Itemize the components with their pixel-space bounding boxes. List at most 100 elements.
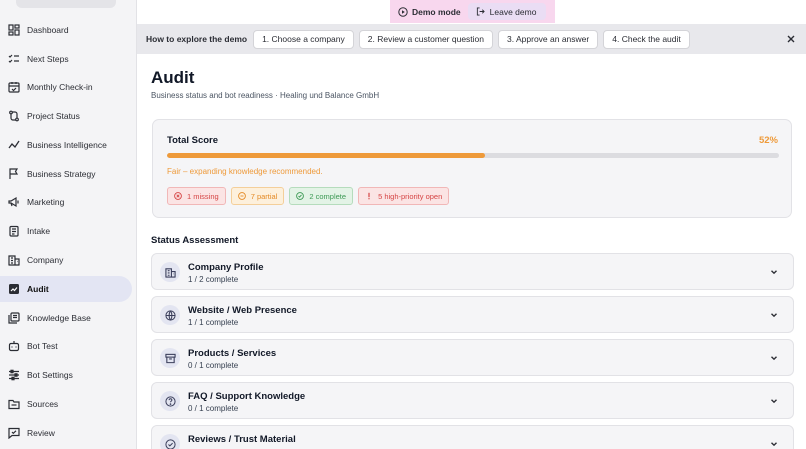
- demo-guide-bar: How to explore the demo 1. Choose a comp…: [137, 24, 806, 54]
- section-title: Company Profile: [188, 262, 264, 273]
- sidebar-item-marketing[interactable]: Marketing: [0, 189, 132, 215]
- chevron-down-icon[interactable]: [769, 310, 779, 320]
- demo-mode-indicator: Demo mode: [398, 7, 461, 17]
- sidebar-item-project-status[interactable]: Project Status: [0, 103, 132, 129]
- high-priority-badge[interactable]: 5 high-priority open: [358, 187, 450, 205]
- sidebar-item-sources[interactable]: Sources: [0, 391, 132, 417]
- section-progress: 1 / 2 complete: [188, 275, 239, 284]
- badge-label: 2 complete: [309, 191, 347, 201]
- score-title: Total Score: [167, 135, 219, 146]
- sidebar-item-label: Business Strategy: [27, 169, 96, 179]
- minus-circle-icon: [237, 192, 246, 200]
- status-assessment-heading: Status Assessment: [151, 235, 239, 246]
- play-circle-icon: [398, 6, 408, 17]
- building-icon: [8, 254, 20, 266]
- sidebar-item-label: Dashboard: [27, 25, 69, 35]
- leave-demo-button[interactable]: Leave demo: [467, 3, 547, 20]
- section-title: Products / Services: [188, 348, 277, 359]
- sidebar-item-label: Review: [27, 428, 55, 438]
- chevron-down-icon[interactable]: [769, 353, 779, 363]
- badge-label: 1 missing: [187, 191, 219, 201]
- section-title: FAQ / Support Knowledge: [188, 391, 306, 402]
- sidebar-item-bot-settings[interactable]: Bot Settings: [0, 362, 132, 388]
- sidebar-item-monthly-check-in[interactable]: Monthly Check-in: [0, 74, 132, 100]
- sidebar-item-review[interactable]: Review: [0, 420, 132, 446]
- guide-step-approve-answer[interactable]: 3. Approve an answer: [498, 29, 599, 49]
- sidebar-item-label: Bot Test: [27, 341, 58, 351]
- sidebar-item-intake[interactable]: Intake: [0, 218, 132, 244]
- exclamation-icon: [368, 192, 370, 200]
- complete-badge[interactable]: 2 complete: [289, 187, 354, 205]
- score-progress-fill: [167, 153, 486, 158]
- chevron-down-icon[interactable]: [769, 396, 779, 406]
- library-icon: [8, 312, 20, 324]
- guide-step-check-audit[interactable]: 4. Check the audit: [603, 29, 690, 49]
- sidebar-item-label: Knowledge Base: [27, 313, 91, 323]
- megaphone-icon: [8, 196, 20, 208]
- sidebar-item-label: Company: [27, 255, 64, 265]
- badge-label: 5 high-priority open: [378, 191, 443, 201]
- building-icon: [160, 262, 180, 282]
- guide-step-review-question[interactable]: 2. Review a customer question: [358, 29, 494, 49]
- sidebar-item-business-strategy[interactable]: Business Strategy: [0, 161, 132, 187]
- section-website[interactable]: Website / Web Presence 1 / 1 complete: [151, 296, 794, 333]
- sidebar-item-company[interactable]: Company: [0, 247, 132, 273]
- leave-demo-label: Leave demo: [489, 6, 537, 17]
- checklist-icon: [8, 53, 20, 65]
- chat-review-icon: [8, 427, 20, 439]
- chevron-down-icon[interactable]: [769, 267, 779, 277]
- section-products-services[interactable]: Products / Services 0 / 1 complete: [151, 339, 794, 376]
- sidebar-item-label: Intake: [27, 226, 51, 236]
- audit-chart-icon: [8, 283, 20, 295]
- section-title: Website / Web Presence: [188, 305, 297, 316]
- sidebar-item-label: Project Status: [27, 111, 80, 121]
- bot-icon: [8, 340, 20, 352]
- sidebar-top-control[interactable]: [16, 0, 116, 8]
- page-subtitle: Business status and bot readiness · Heal…: [151, 91, 380, 100]
- section-faq-support[interactable]: FAQ / Support Knowledge 0 / 1 complete: [151, 382, 794, 419]
- guide-title: How to explore the demo: [146, 34, 248, 44]
- sidebar-item-audit[interactable]: Audit: [0, 276, 132, 302]
- score-percent: 52%: [758, 135, 778, 146]
- exit-icon: [476, 7, 485, 16]
- section-reviews-trust[interactable]: Reviews / Trust Material: [151, 425, 794, 449]
- sidebar-item-dashboard[interactable]: Dashboard: [0, 17, 132, 43]
- sidebar-item-label: Audit: [27, 284, 49, 294]
- guide-step-choose-company[interactable]: 1. Choose a company: [253, 29, 354, 49]
- sidebar-item-label: Next Steps: [27, 54, 69, 64]
- trend-line-icon: [8, 139, 20, 151]
- partial-badge[interactable]: 7 partial: [230, 187, 285, 205]
- demo-mode-label: Demo mode: [412, 6, 461, 17]
- sidebar-item-label: Bot Settings: [27, 370, 73, 380]
- close-icon[interactable]: [785, 33, 797, 45]
- section-progress: 1 / 1 complete: [188, 318, 239, 327]
- sidebar-item-label: Sources: [27, 399, 59, 409]
- check-circle-icon: [296, 192, 305, 200]
- sidebar-item-label: Business Intelligence: [27, 140, 107, 150]
- score-progress-bar: [167, 153, 779, 158]
- sidebar: Dashboard Next Steps Monthly Check-in Pr…: [0, 0, 137, 449]
- clipboard-icon: [8, 225, 20, 237]
- folder-icon: [8, 398, 20, 410]
- flag-icon: [8, 168, 20, 180]
- score-badges: 1 missing 7 partial 2 complete 5 high-pr…: [167, 187, 454, 205]
- x-circle-icon: [174, 192, 182, 200]
- sliders-icon: [8, 369, 20, 381]
- sidebar-item-label: Marketing: [27, 197, 65, 207]
- question-circle-icon: [160, 391, 180, 411]
- badge-check-icon: [160, 434, 180, 449]
- sidebar-item-label: Monthly Check-in: [27, 82, 93, 92]
- page-title: Audit: [151, 68, 195, 87]
- total-score-card: Total Score 52% Fair – expanding knowled…: [152, 119, 792, 218]
- sidebar-item-bot-test[interactable]: Bot Test: [0, 333, 132, 359]
- section-company-profile[interactable]: Company Profile 1 / 2 complete: [151, 253, 794, 290]
- sidebar-item-next-steps[interactable]: Next Steps: [0, 46, 132, 72]
- globe-icon: [160, 305, 180, 325]
- badge-label: 7 partial: [250, 191, 278, 201]
- sidebar-item-business-intelligence[interactable]: Business Intelligence: [0, 132, 132, 158]
- sidebar-item-knowledge-base[interactable]: Knowledge Base: [0, 305, 132, 331]
- missing-badge[interactable]: 1 missing: [167, 187, 226, 205]
- chevron-down-icon[interactable]: [769, 439, 779, 449]
- archive-box-icon: [160, 348, 180, 368]
- section-title: Reviews / Trust Material: [188, 434, 296, 445]
